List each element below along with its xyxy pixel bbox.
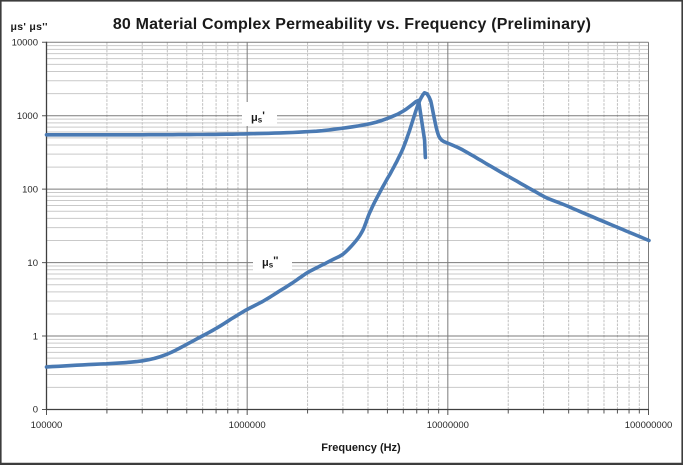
svg-text:μs' μs'': μs' μs'' — [11, 21, 48, 33]
svg-text:10: 10 — [27, 258, 38, 269]
svg-text:μs': μs' — [251, 110, 265, 125]
svg-text:1000: 1000 — [17, 111, 38, 122]
svg-text:100000000: 100000000 — [625, 420, 673, 431]
svg-text:1: 1 — [33, 331, 38, 342]
svg-text:100000: 100000 — [31, 420, 63, 431]
svg-text:1000000: 1000000 — [229, 420, 266, 431]
svg-text:80 Material Complex Permeabili: 80 Material Complex Permeability vs. Fre… — [113, 16, 591, 33]
svg-text:100: 100 — [22, 184, 38, 195]
svg-text:μs'': μs'' — [262, 255, 279, 270]
svg-text:10000000: 10000000 — [427, 420, 469, 431]
svg-text:10000: 10000 — [12, 38, 38, 49]
svg-text:Frequency (Hz): Frequency (Hz) — [321, 442, 401, 454]
svg-text:0: 0 — [33, 405, 38, 416]
